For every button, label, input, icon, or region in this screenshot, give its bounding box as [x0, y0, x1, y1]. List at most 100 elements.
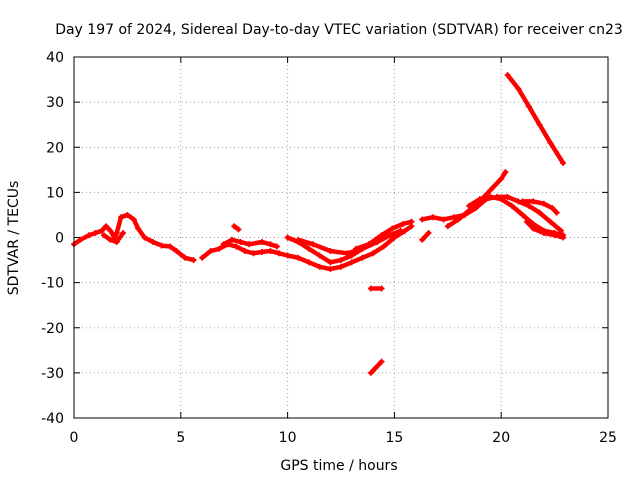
data-point: [267, 241, 274, 248]
data-point: [515, 85, 522, 92]
data-point: [372, 365, 379, 372]
data-point: [92, 229, 99, 236]
data-point: [107, 236, 114, 243]
data-point: [399, 220, 406, 227]
data-point: [487, 193, 494, 200]
data-point: [504, 193, 511, 200]
data-point: [220, 241, 227, 248]
data-point: [182, 254, 189, 261]
data-point: [551, 232, 558, 239]
data-point: [429, 214, 436, 221]
data-point: [370, 250, 377, 257]
data-point: [498, 175, 505, 182]
data-point: [150, 239, 157, 246]
data-point: [378, 232, 385, 239]
data-point: [276, 250, 283, 257]
series-trace-b: [101, 230, 126, 245]
data-point: [310, 241, 317, 248]
data-point: [408, 218, 415, 225]
y-axis-label: SDTVAR / TECUs: [6, 181, 22, 296]
series-trace-j: [368, 359, 384, 376]
data-point: [466, 202, 473, 209]
data-point: [419, 236, 426, 243]
data-point: [540, 229, 547, 236]
data-point: [141, 234, 148, 241]
data-point: [229, 236, 236, 243]
data-point: [444, 223, 451, 230]
data-point: [352, 245, 359, 252]
y-tick-label: 40: [46, 50, 64, 66]
data-point: [124, 211, 131, 218]
data-point: [167, 243, 174, 250]
data-point: [295, 236, 302, 243]
data-point: [530, 225, 537, 232]
data-point: [130, 216, 137, 223]
data-point: [560, 160, 567, 167]
data-point: [231, 223, 238, 230]
data-point: [273, 243, 280, 250]
data-point: [267, 248, 274, 255]
data-point: [549, 205, 556, 212]
data-point: [305, 245, 312, 252]
data-point: [216, 245, 223, 252]
data-point: [207, 248, 214, 255]
series-trace-k: [419, 230, 431, 243]
data-point: [284, 252, 291, 259]
data-point: [525, 103, 532, 110]
data-point: [295, 254, 302, 261]
data-point: [540, 200, 547, 207]
data-point: [519, 211, 526, 218]
data-point: [199, 254, 206, 261]
series-trace-q: [505, 72, 566, 166]
data-point: [284, 234, 291, 241]
data-point: [103, 223, 110, 230]
data-point: [327, 266, 334, 273]
data-point: [344, 250, 351, 257]
x-tick-label: 15: [385, 430, 403, 446]
data-point: [338, 263, 344, 270]
data-point: [120, 229, 127, 236]
data-point: [237, 239, 244, 246]
data-point: [389, 225, 396, 232]
y-tick-label: 10: [46, 185, 64, 201]
data-point: [536, 121, 543, 128]
series-trace-f: [296, 228, 404, 256]
grid: [74, 57, 608, 418]
data-point: [547, 218, 554, 225]
data-point: [378, 285, 385, 292]
data-point: [508, 202, 515, 209]
data-point: [547, 139, 554, 146]
data-traces: [71, 72, 567, 376]
data-point: [190, 257, 197, 264]
data-point: [519, 198, 526, 205]
y-tick-label: 30: [46, 95, 64, 111]
data-point: [316, 252, 323, 259]
data-point: [504, 72, 511, 79]
y-tick-label: 20: [46, 140, 64, 156]
y-tick-label: 0: [55, 231, 64, 247]
x-axis-label: GPS time / hours: [280, 458, 397, 474]
y-tick-label: -20: [41, 321, 64, 337]
data-point: [246, 241, 253, 248]
data-point: [359, 254, 366, 261]
data-point: [258, 239, 265, 246]
axis-ticks: 0 5 10 15 20 25 -40 -30 -20 -10 0 10 20 30 40: [41, 50, 617, 446]
x-tick-label: 5: [176, 430, 185, 446]
chart-title: Day 197 of 2024, Sidereal Day-to-day VTE…: [55, 22, 623, 38]
data-point: [367, 369, 374, 376]
data-point: [173, 248, 180, 255]
data-point: [117, 214, 124, 221]
data-point: [327, 259, 334, 266]
data-point: [419, 216, 426, 223]
data-point: [476, 196, 483, 203]
data-point: [250, 250, 257, 257]
data-point: [338, 257, 344, 264]
data-point: [258, 248, 265, 255]
data-point: [107, 227, 114, 234]
data-point: [85, 232, 92, 239]
data-point: [233, 243, 240, 250]
data-point: [113, 229, 120, 236]
data-point: [380, 243, 387, 250]
data-point: [348, 259, 355, 266]
